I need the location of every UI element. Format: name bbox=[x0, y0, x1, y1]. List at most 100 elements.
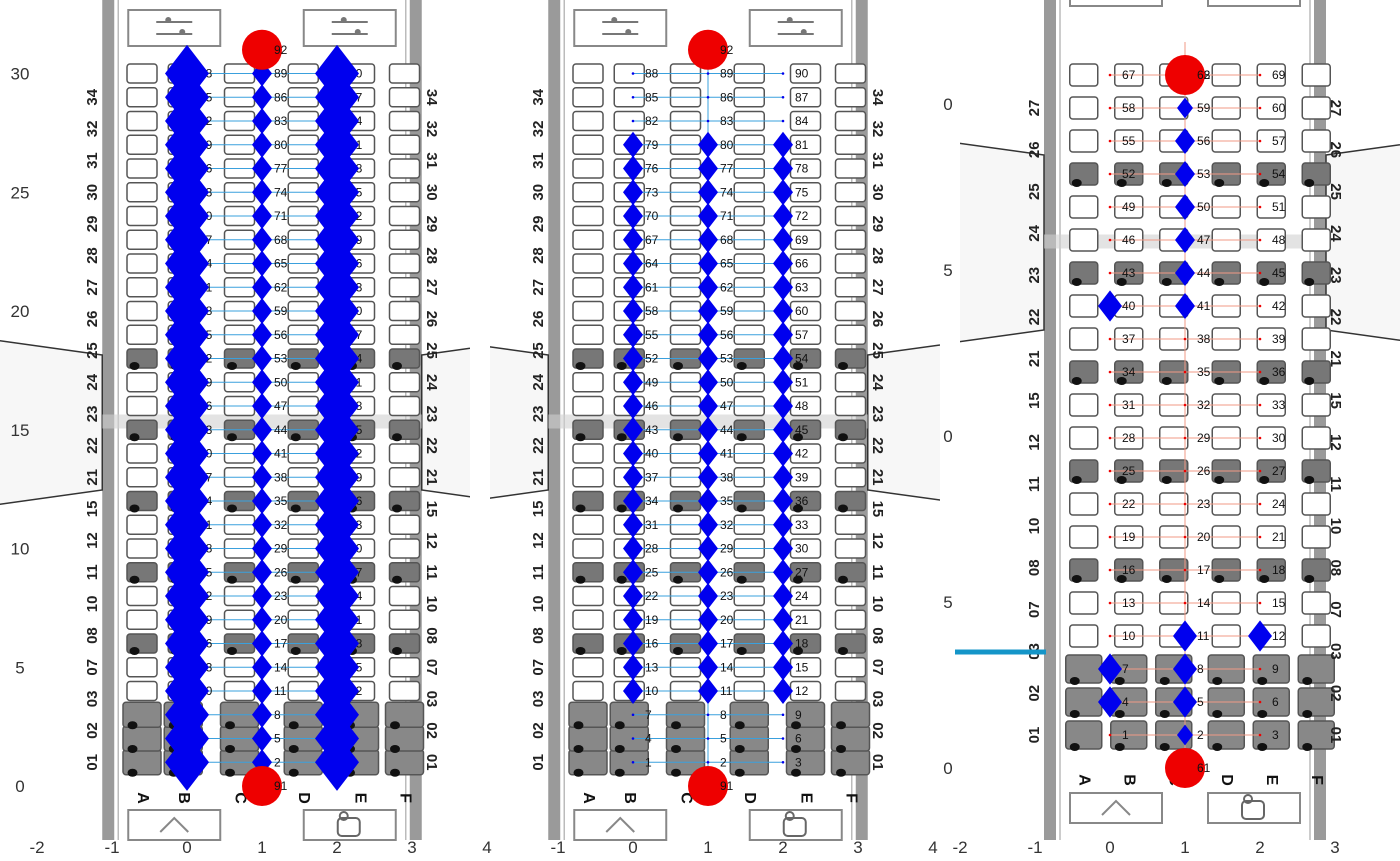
route-marker bbox=[623, 606, 643, 633]
row-label: 25 bbox=[869, 342, 886, 359]
route-marker bbox=[698, 654, 718, 681]
row-label: 15 bbox=[530, 501, 547, 518]
row-label: 21 bbox=[1026, 350, 1043, 367]
seat-armrest bbox=[1259, 278, 1270, 286]
node-label: 43 bbox=[645, 423, 659, 437]
route-marker bbox=[1173, 620, 1197, 652]
seat bbox=[126, 372, 158, 393]
seat bbox=[388, 443, 421, 464]
node-label: 1 bbox=[645, 755, 652, 769]
seat bbox=[572, 680, 604, 702]
route-marker bbox=[252, 488, 272, 514]
graph-node bbox=[1183, 337, 1187, 341]
row-label: 26 bbox=[84, 311, 101, 328]
row-label: 03 bbox=[84, 691, 101, 708]
seat-armrest bbox=[1161, 575, 1172, 583]
seat-armrest bbox=[1161, 179, 1172, 187]
row-label: 27 bbox=[530, 279, 547, 296]
seat-armrest bbox=[1304, 278, 1315, 286]
seat-armrest bbox=[1071, 179, 1082, 187]
seat-armrest bbox=[616, 362, 627, 370]
row-label: 26 bbox=[869, 311, 886, 328]
row-label: 27 bbox=[869, 279, 886, 296]
seat bbox=[388, 300, 421, 322]
toilet-sign-frame bbox=[748, 9, 843, 47]
route-marker bbox=[623, 274, 643, 301]
seat bbox=[1301, 525, 1331, 549]
row-label: 02 bbox=[423, 722, 440, 739]
route-marker bbox=[773, 440, 793, 467]
graph-node bbox=[706, 95, 710, 99]
column-label: B bbox=[175, 792, 192, 804]
seat-armrest bbox=[575, 575, 586, 584]
seat-armrest bbox=[290, 433, 301, 442]
toilet-sign-figure bbox=[625, 29, 632, 35]
node-label: 29 bbox=[1197, 431, 1211, 445]
row-label: 03 bbox=[423, 691, 440, 708]
node-label: 23 bbox=[1197, 497, 1211, 511]
x-tick-label: 3 bbox=[1330, 838, 1339, 857]
route-marker bbox=[698, 345, 718, 372]
row-label: 10 bbox=[423, 596, 440, 613]
route-marker bbox=[773, 630, 793, 657]
seat-armrest bbox=[1257, 677, 1268, 685]
node-label: 11 bbox=[1197, 629, 1210, 643]
route-marker bbox=[698, 298, 718, 324]
node-label: 32 bbox=[274, 518, 288, 532]
cup-icon bbox=[748, 809, 843, 841]
seat bbox=[830, 701, 871, 728]
seat-armrest bbox=[227, 575, 237, 584]
node-label: 38 bbox=[274, 470, 288, 484]
seat bbox=[572, 87, 604, 108]
node-label: 3 bbox=[795, 755, 802, 769]
node-label: 14 bbox=[1197, 596, 1211, 610]
row-label: 22 bbox=[84, 437, 101, 454]
seat bbox=[572, 158, 604, 179]
node-label: 55 bbox=[1122, 134, 1136, 148]
seat bbox=[126, 158, 158, 179]
route-marker bbox=[165, 44, 209, 103]
seat bbox=[572, 134, 604, 155]
route-marker bbox=[252, 440, 272, 467]
seat bbox=[1301, 393, 1331, 417]
row-label: 32 bbox=[423, 121, 440, 138]
row-label: 11 bbox=[1327, 476, 1344, 492]
toilet-sign-frame bbox=[127, 9, 222, 47]
route-marker bbox=[623, 440, 643, 467]
route-marker bbox=[773, 416, 793, 443]
x-tick-label: 0 bbox=[1105, 838, 1114, 857]
row-label: 29 bbox=[869, 216, 886, 233]
graph-node bbox=[1258, 370, 1262, 374]
row-label: 32 bbox=[84, 121, 101, 138]
node-label: 75 bbox=[795, 185, 809, 199]
terminal-label: 92 bbox=[274, 43, 288, 57]
node-label: 2 bbox=[720, 755, 727, 769]
row-label: 12 bbox=[423, 532, 440, 549]
graph-node bbox=[631, 760, 635, 764]
toilet-sign-icon bbox=[1207, 0, 1301, 7]
route-marker bbox=[773, 678, 793, 704]
seat-armrest bbox=[1116, 278, 1127, 286]
node-label: 14 bbox=[274, 660, 288, 674]
node-label: 58 bbox=[645, 304, 659, 318]
seat-armrest bbox=[673, 504, 683, 513]
node-label: 11 bbox=[720, 684, 733, 698]
node-label: 16 bbox=[1122, 563, 1136, 577]
seat bbox=[834, 680, 867, 702]
row-label: 11 bbox=[423, 564, 440, 580]
node-label: 6 bbox=[1272, 695, 1279, 709]
node-label: 50 bbox=[274, 375, 288, 389]
seat bbox=[572, 538, 604, 559]
seat-armrest bbox=[838, 504, 848, 513]
route-marker bbox=[773, 654, 793, 681]
route-marker bbox=[623, 559, 643, 586]
node-label: 26 bbox=[720, 565, 734, 579]
seat-armrest bbox=[127, 721, 138, 730]
seat-armrest bbox=[1161, 377, 1172, 385]
node-label: 4 bbox=[1122, 695, 1129, 709]
route-marker bbox=[623, 321, 643, 348]
node-label: 41 bbox=[1197, 299, 1211, 313]
seat-armrest bbox=[1116, 575, 1127, 583]
route-marker bbox=[623, 464, 643, 491]
seat bbox=[572, 585, 604, 607]
